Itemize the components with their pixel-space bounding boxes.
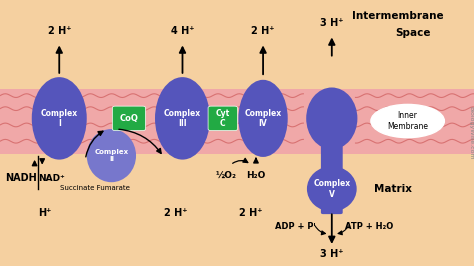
Ellipse shape (87, 129, 136, 182)
Text: BiologyWise.com: BiologyWise.com (468, 106, 473, 160)
Text: Complex
IV: Complex IV (245, 109, 282, 128)
Bar (0, 89, 474, 154)
Ellipse shape (238, 80, 288, 157)
Text: Succinate Fumarate: Succinate Fumarate (60, 185, 130, 190)
Text: ADP + Pᴵ: ADP + Pᴵ (274, 222, 315, 231)
Text: NAD⁺: NAD⁺ (38, 174, 64, 183)
FancyBboxPatch shape (321, 145, 343, 214)
Ellipse shape (371, 104, 444, 138)
Text: Matrix: Matrix (374, 184, 412, 194)
Text: Complex
V: Complex V (313, 179, 350, 198)
Text: NADH: NADH (5, 173, 36, 183)
Ellipse shape (307, 166, 356, 211)
Text: H₂O: H₂O (246, 171, 265, 180)
FancyBboxPatch shape (208, 106, 237, 131)
Text: ½O₂: ½O₂ (215, 171, 236, 180)
Text: ATP + H₂O: ATP + H₂O (345, 222, 393, 231)
Text: 2 H⁺: 2 H⁺ (251, 26, 275, 36)
Ellipse shape (155, 77, 210, 160)
Text: 2 H⁺: 2 H⁺ (47, 26, 71, 36)
Text: Complex
II: Complex II (94, 149, 128, 162)
Text: 4 H⁺: 4 H⁺ (171, 26, 194, 36)
FancyBboxPatch shape (112, 106, 146, 131)
Text: Intermembrane: Intermembrane (352, 11, 444, 21)
Text: 2 H⁺: 2 H⁺ (239, 208, 263, 218)
Text: CoQ: CoQ (119, 114, 138, 123)
Text: Space: Space (396, 28, 431, 38)
Text: Complex
I: Complex I (41, 109, 78, 128)
Text: Inner
Membrane: Inner Membrane (387, 111, 428, 131)
Text: 3 H⁺: 3 H⁺ (320, 18, 344, 28)
Text: Complex
III: Complex III (164, 109, 201, 128)
Ellipse shape (306, 88, 357, 149)
Text: Cyt
C: Cyt C (216, 109, 230, 128)
Text: 2 H⁺: 2 H⁺ (164, 208, 187, 218)
Text: 3 H⁺: 3 H⁺ (320, 249, 344, 259)
Ellipse shape (32, 77, 87, 160)
Text: H⁺: H⁺ (38, 208, 52, 218)
